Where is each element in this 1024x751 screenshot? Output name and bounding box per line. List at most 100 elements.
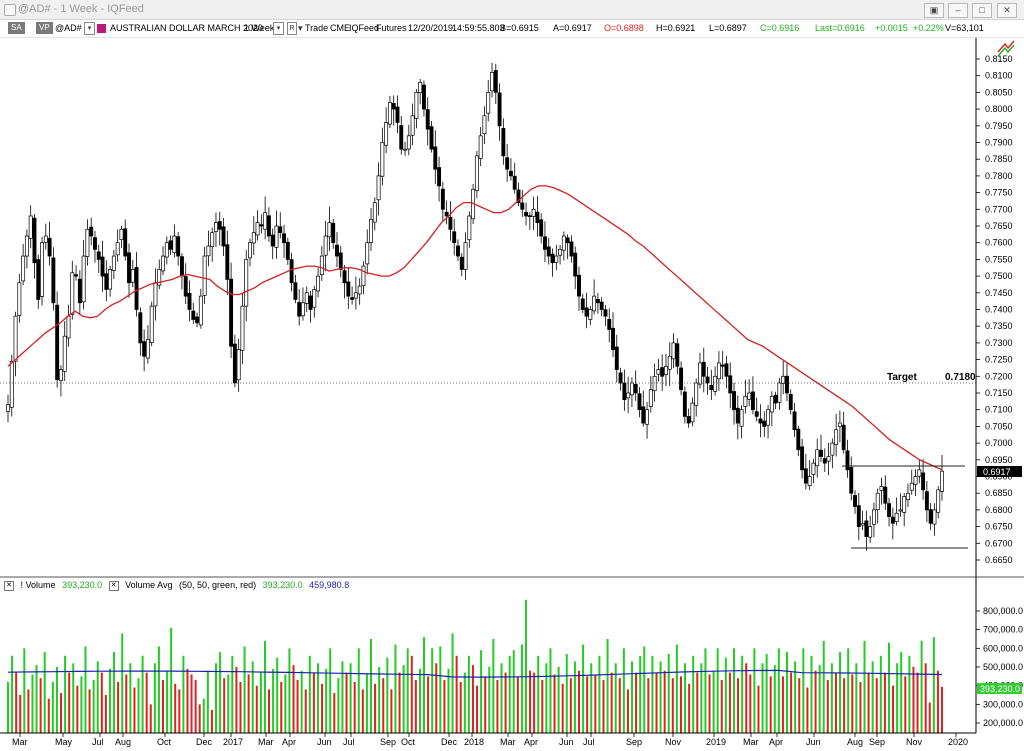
candle-body (595, 298, 600, 304)
candle-body (913, 476, 918, 485)
volume-bar (129, 663, 132, 733)
candle-body (720, 364, 725, 367)
candle-body (376, 175, 381, 201)
volume-bar (390, 689, 393, 733)
volume-bars (7, 599, 943, 733)
volume-bar (708, 674, 711, 733)
candle-body (335, 244, 339, 257)
volume-tick-label: 700,000.0 (983, 625, 1023, 635)
vp-tag[interactable]: VP (36, 22, 53, 34)
candle-body (800, 446, 805, 471)
volume-bar (659, 661, 662, 733)
candle-body (93, 237, 97, 250)
volume-bar (386, 657, 389, 733)
candle-body (251, 232, 256, 244)
volume-bar (243, 646, 246, 733)
volume-bar (904, 676, 907, 733)
candle-body (849, 467, 854, 494)
volume-bar (512, 650, 515, 733)
volume-bar (912, 667, 915, 733)
volume-bar (647, 678, 650, 733)
volume-avg-close-icon[interactable]: ✕ (108, 580, 119, 591)
candle-body (259, 224, 264, 227)
volume-bar (834, 672, 837, 733)
minimize-button[interactable]: – (948, 3, 968, 18)
candle-body (660, 367, 665, 377)
interval-dropdown[interactable]: ▾ (273, 22, 284, 35)
volume-close-icon[interactable]: ✕ (4, 580, 14, 591)
candle-body (429, 126, 434, 150)
volume-bar (108, 668, 111, 733)
volume-bar (622, 648, 625, 733)
volume-bar (688, 683, 691, 733)
restore-icon[interactable]: ▣ (924, 3, 944, 18)
volume-bar (451, 633, 454, 733)
candle-body (505, 157, 510, 170)
instrument-description: AUSTRALIAN DOLLAR MARCH 2020 (110, 23, 264, 33)
candle-body (743, 395, 748, 407)
sa-tag[interactable]: SA (8, 22, 25, 34)
candle-body (32, 217, 37, 264)
feed: IQFeed (349, 23, 380, 33)
candle-body (369, 218, 373, 243)
volume-bar (11, 655, 14, 733)
volume-bar (541, 680, 544, 733)
candle-body (274, 225, 279, 248)
volume-bar (410, 655, 413, 733)
candle-body (648, 389, 653, 407)
candle-body (894, 512, 899, 523)
candle-body (656, 369, 661, 375)
volume-bar (883, 672, 886, 733)
r-dropdown[interactable]: R (287, 22, 297, 35)
time-axis: Mar May Jul Aug Oct Dec 2017 Mar Apr Jun Jul Sep Oct… (12, 733, 968, 747)
candle-body (645, 409, 650, 425)
volume-bar (569, 678, 572, 733)
candle-body (168, 240, 173, 250)
price-tick-label: 0.7450 (985, 288, 1013, 298)
time-tick-label: Aug (847, 737, 863, 747)
volume-bar (679, 676, 682, 733)
candle-body (66, 315, 71, 339)
volume-bar (365, 674, 368, 733)
candle-body (569, 241, 574, 257)
candle-body (853, 495, 857, 507)
corner-trend-icon[interactable] (997, 40, 1015, 57)
candle-body (841, 424, 846, 451)
volume-bar (288, 648, 291, 733)
candle-body (108, 269, 113, 290)
candle-body (198, 295, 203, 326)
color-swatch-icon[interactable] (97, 24, 106, 33)
candle-body (769, 395, 774, 413)
price-tick-label: 0.6800 (985, 505, 1013, 515)
price-tick-label: 0.7000 (985, 438, 1013, 448)
volume-bar (843, 678, 846, 733)
time-tick-label: Dec (441, 737, 458, 747)
candle-body (535, 211, 540, 224)
candle-body (195, 316, 200, 324)
volume-bar (104, 695, 107, 733)
last-price-tag (977, 466, 1022, 477)
close-button[interactable]: ✕ (997, 3, 1017, 18)
candle-body (671, 342, 676, 360)
volume-tick-label: 800,000.0 (983, 606, 1023, 616)
open-price: O=0.6898 (604, 23, 644, 33)
candle-body (244, 259, 249, 307)
volume-bar (790, 672, 793, 733)
price-axis: 0.8150 0.8100 0.8050 0.8000 0.7950 0.7900 0.78… (976, 54, 1013, 565)
candle-body (161, 255, 165, 272)
candle-body (887, 503, 892, 517)
volume-bar (133, 687, 136, 733)
time-tick-label: Jun (806, 737, 821, 747)
candle-body (127, 252, 131, 284)
volume-bar (529, 670, 532, 733)
r-chevron-icon[interactable]: ▾ (298, 23, 303, 33)
volume-bar (182, 655, 185, 733)
symbol-dropdown[interactable]: ▾ (84, 22, 95, 35)
candle-body (100, 256, 105, 277)
volume-bar (35, 665, 38, 733)
volume-bar (55, 667, 58, 733)
volume-bar (716, 648, 719, 733)
maximize-button[interactable]: □ (972, 3, 992, 18)
volume-bar (284, 674, 287, 733)
